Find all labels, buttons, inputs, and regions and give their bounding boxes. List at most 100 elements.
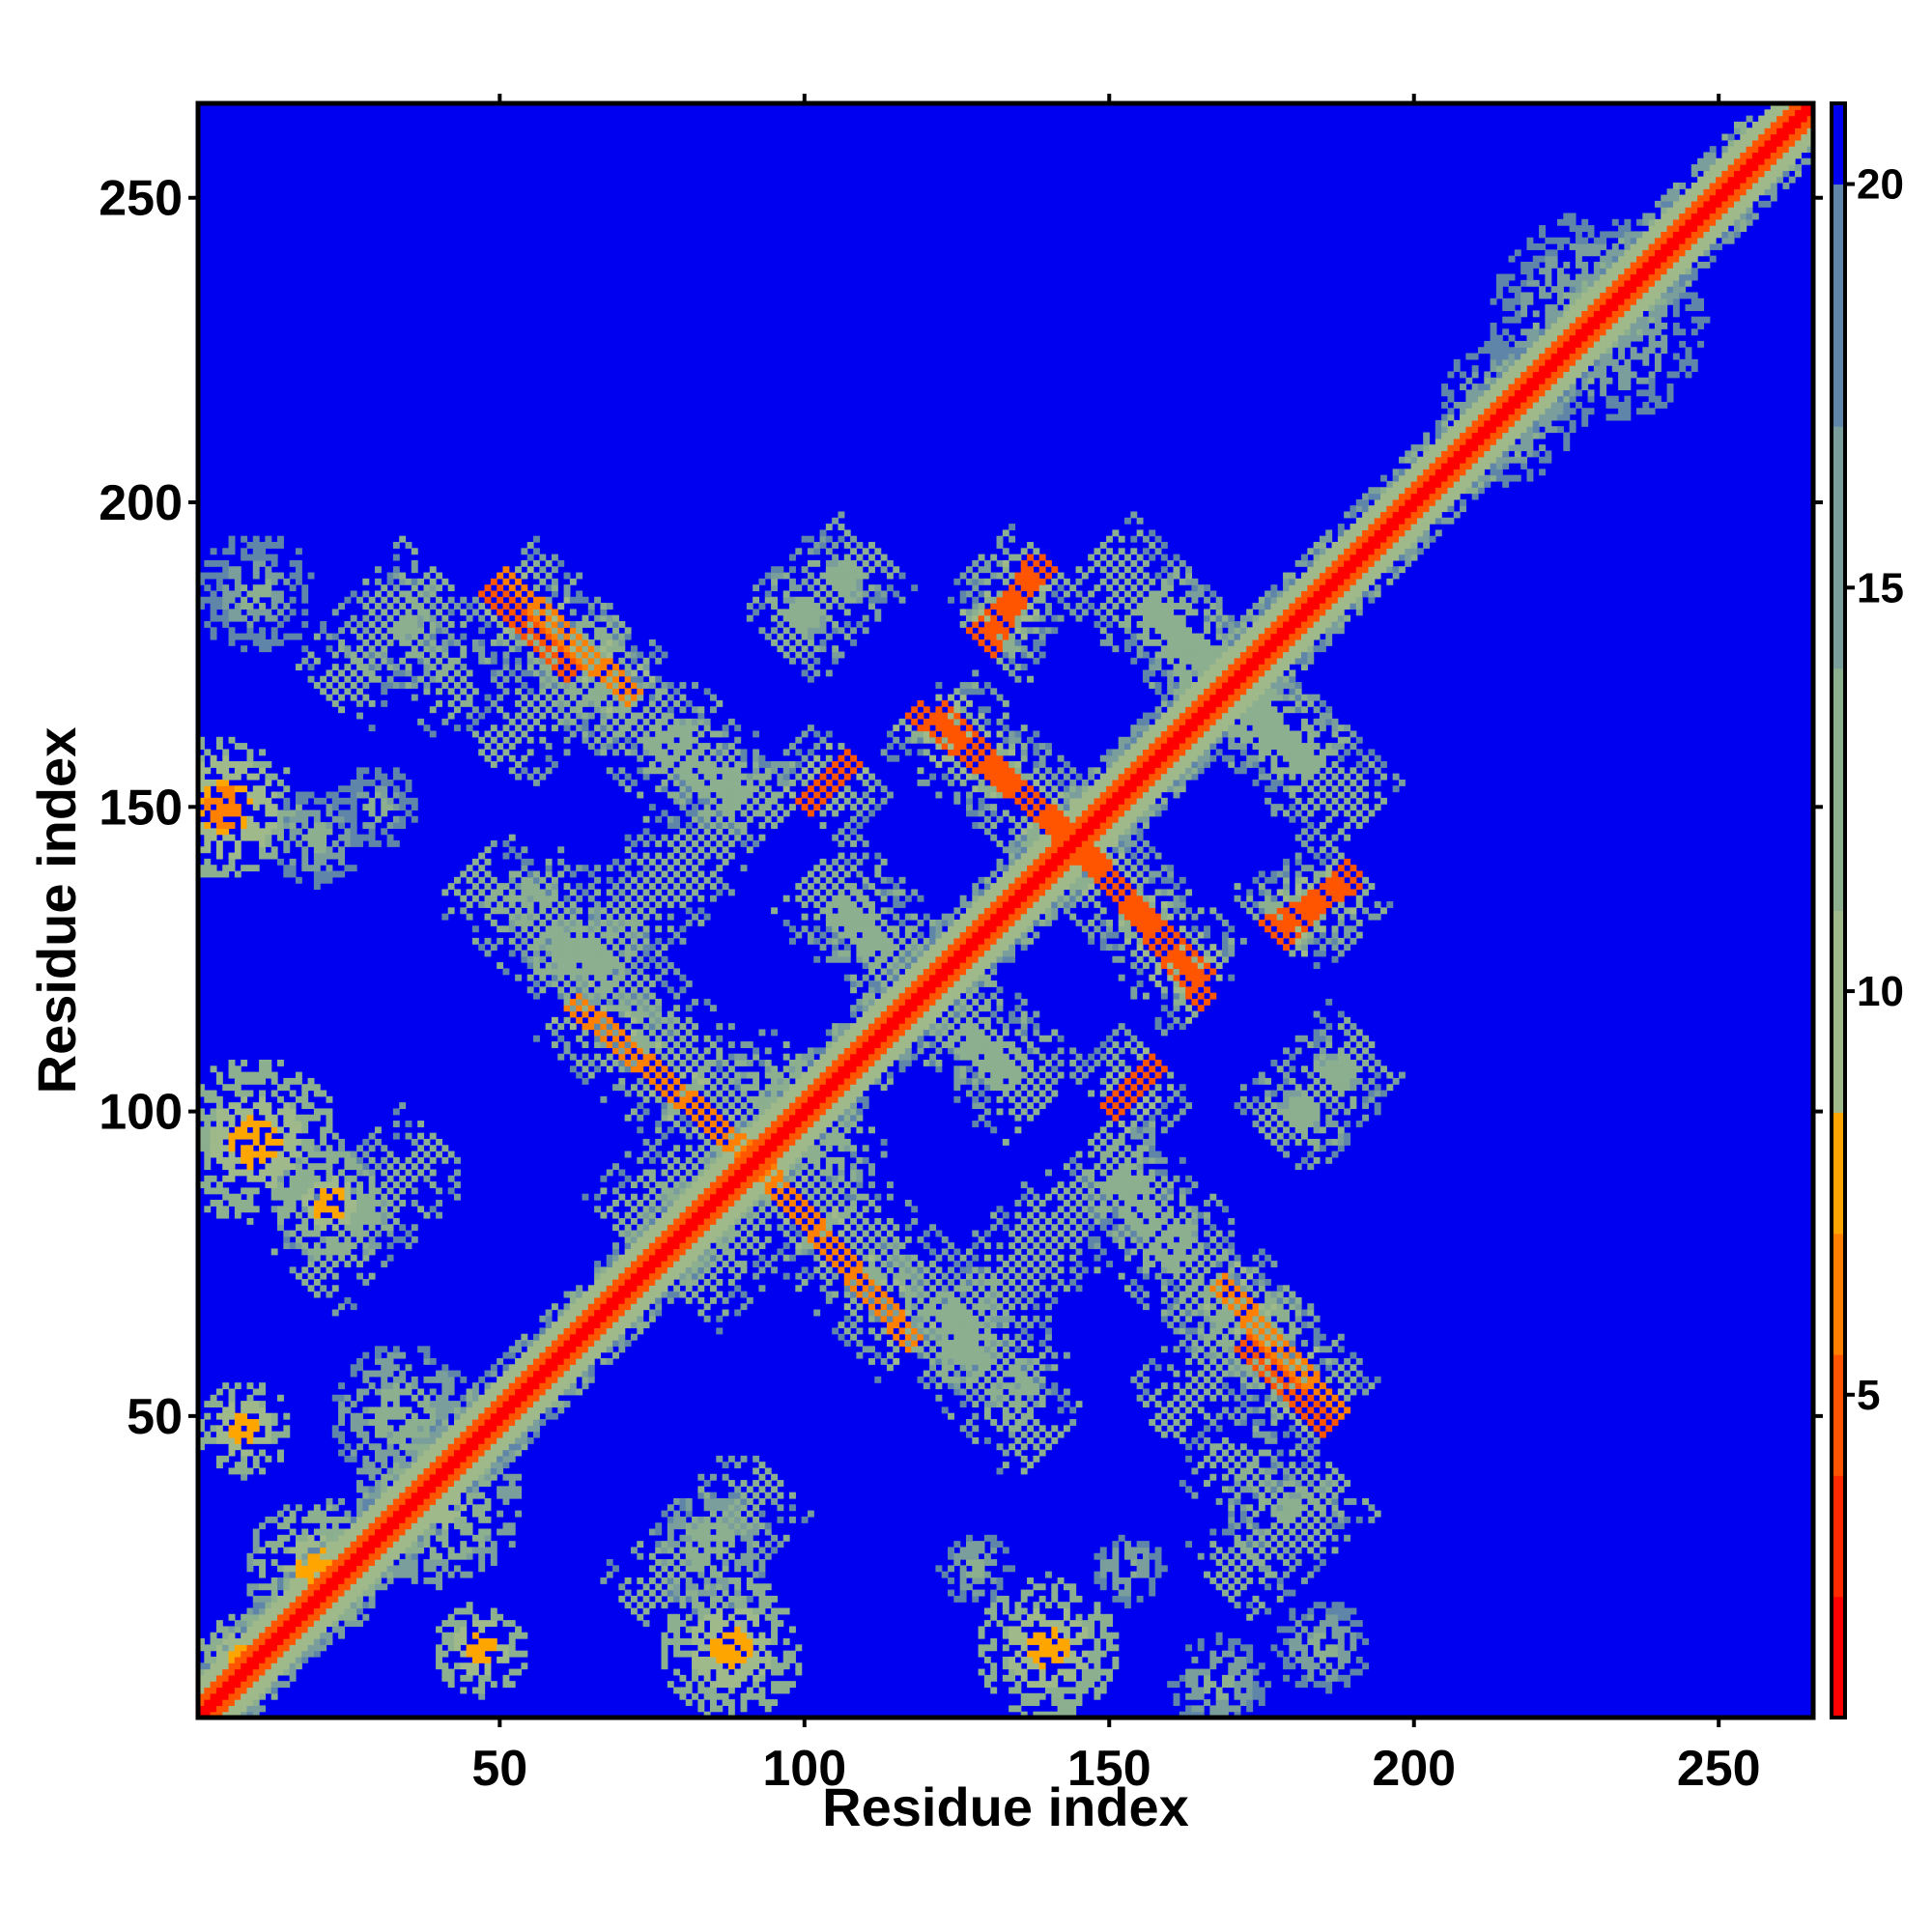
heatmap-cell — [697, 1522, 705, 1530]
heatmap-cell — [301, 1200, 309, 1207]
heatmap-cell — [331, 1559, 339, 1566]
heatmap-cell — [228, 639, 236, 646]
heatmap-cell — [198, 1443, 205, 1451]
heatmap-cell — [392, 1552, 400, 1560]
heatmap-cell — [630, 743, 638, 750]
heatmap-cell — [661, 1065, 668, 1073]
heatmap-cell — [697, 743, 705, 750]
heatmap-cell — [362, 669, 370, 677]
heatmap-cell — [673, 1200, 681, 1207]
heatmap-cell — [587, 1285, 595, 1293]
heatmap-cell — [423, 1498, 431, 1505]
heatmap-cell — [679, 1504, 687, 1512]
heatmap-cell — [289, 1613, 297, 1621]
heatmap-cell — [326, 694, 333, 701]
heatmap-cell — [521, 1662, 528, 1670]
heatmap-cell — [661, 1187, 668, 1195]
heatmap-cell — [405, 542, 412, 549]
heatmap-cell — [241, 1662, 248, 1670]
heatmap-cell — [417, 1156, 425, 1164]
heatmap-cell — [252, 1541, 260, 1548]
heatmap-cell — [447, 596, 455, 604]
heatmap-cell — [618, 1346, 626, 1353]
heatmap-cell — [252, 1705, 260, 1713]
heatmap-cell — [228, 614, 236, 622]
heatmap-cell — [539, 554, 547, 561]
heatmap-cell — [478, 1541, 486, 1548]
heatmap-cell — [612, 1248, 619, 1256]
heatmap-cell — [661, 1656, 668, 1663]
heatmap-cell — [569, 1023, 577, 1031]
heatmap-cell — [655, 1126, 663, 1134]
heatmap-cell — [277, 1206, 284, 1213]
heatmap-cell — [692, 1583, 698, 1591]
heatmap-cell — [350, 1571, 357, 1578]
heatmap-cell — [655, 1242, 663, 1250]
heatmap-cell — [228, 1121, 236, 1127]
heatmap-cell — [331, 1181, 339, 1189]
heatmap-cell — [246, 761, 254, 768]
heatmap-cell — [277, 572, 284, 580]
heatmap-cell — [283, 1607, 291, 1615]
heatmap-cell — [612, 730, 619, 738]
heatmap-cell — [655, 852, 663, 860]
heatmap-cell — [210, 815, 217, 823]
heatmap-cell — [411, 1559, 418, 1566]
heatmap-cell — [685, 907, 693, 915]
heatmap-cell — [642, 1138, 650, 1146]
heatmap-cell — [344, 1163, 352, 1171]
heatmap-cell — [502, 1394, 510, 1402]
heatmap-cell — [557, 1023, 565, 1031]
heatmap-cell — [210, 1425, 217, 1433]
heatmap-cell — [441, 1516, 449, 1523]
heatmap-cell — [374, 1187, 382, 1195]
heatmap-cell — [356, 1607, 363, 1615]
heatmap-cell — [648, 1278, 656, 1286]
heatmap-cell — [368, 699, 376, 707]
heatmap-cell — [661, 1278, 668, 1286]
heatmap-cell — [215, 767, 223, 775]
heatmap-cell — [576, 633, 583, 640]
heatmap-cell — [594, 1303, 602, 1311]
heatmap-cell — [270, 1187, 278, 1195]
heatmap-cell — [478, 889, 486, 896]
heatmap-cell — [374, 1504, 382, 1512]
heatmap-cell — [478, 901, 486, 908]
heatmap-cell — [344, 1577, 352, 1584]
heatmap-cell — [350, 651, 357, 659]
heatmap-cell — [362, 1193, 370, 1201]
heatmap-cell — [576, 1364, 583, 1372]
heatmap-cell — [697, 1541, 705, 1548]
heatmap-cell — [241, 1681, 248, 1689]
heatmap-cell — [642, 664, 650, 671]
heatmap-cell — [692, 1254, 698, 1262]
heatmap-cell — [642, 1108, 650, 1116]
heatmap-cell — [551, 620, 558, 628]
heatmap-cell — [618, 1041, 626, 1048]
heatmap-cell — [539, 566, 547, 574]
heatmap-cell — [533, 870, 540, 878]
heatmap-cell — [618, 1583, 626, 1591]
heatmap-cell — [569, 718, 577, 725]
heatmap-cell — [679, 1230, 687, 1237]
heatmap-cell — [454, 1370, 461, 1378]
heatmap-cell — [222, 749, 230, 756]
heatmap-cell — [295, 1577, 302, 1584]
heatmap-cell — [594, 1278, 602, 1286]
heatmap-cell — [557, 1401, 565, 1408]
heatmap-cell — [241, 828, 248, 836]
heatmap-cell — [252, 1650, 260, 1658]
heatmap-cell — [539, 889, 547, 896]
heatmap-cell — [600, 609, 608, 616]
heatmap-cell — [368, 1175, 376, 1182]
heatmap-cell — [655, 1559, 663, 1566]
heatmap-cell — [497, 694, 504, 701]
heatmap-cell — [630, 749, 638, 756]
heatmap-cell — [648, 724, 656, 732]
heatmap-cell — [679, 852, 687, 860]
heatmap-cell — [624, 1211, 632, 1219]
heatmap-cell — [381, 810, 388, 817]
heatmap-cell — [374, 1230, 382, 1237]
heatmap-cell — [655, 706, 663, 714]
heatmap-cell — [612, 1029, 619, 1037]
